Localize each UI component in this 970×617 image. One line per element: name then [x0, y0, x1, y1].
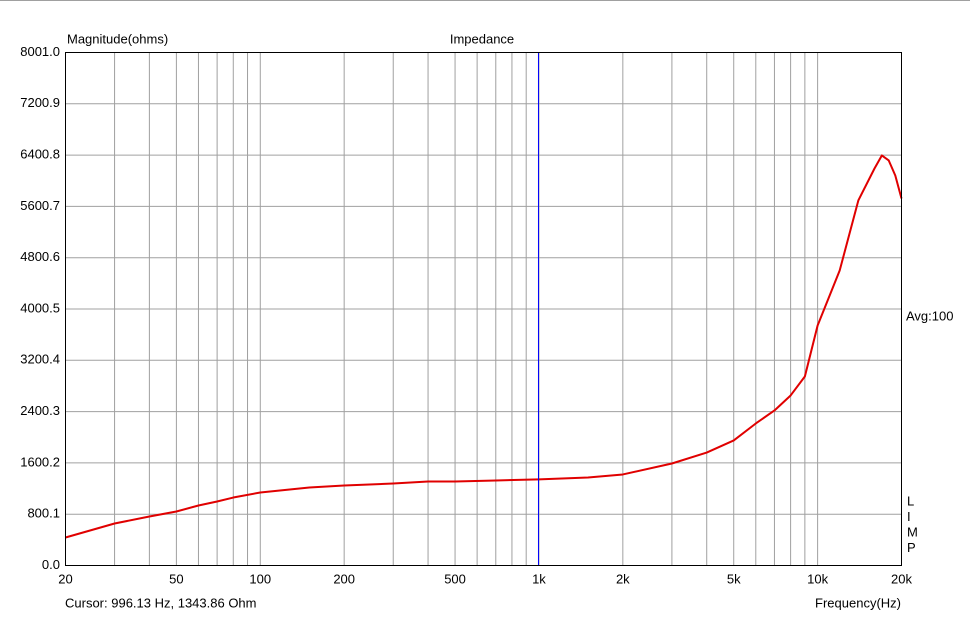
plot: [65, 52, 903, 566]
x-tick-label: 50: [169, 571, 183, 586]
y-tick-label: 7200.9: [20, 95, 60, 110]
x-tick-label: 20: [58, 571, 72, 586]
side-letter: M: [907, 524, 918, 539]
y-tick-label: 2400.3: [20, 403, 60, 418]
y-axis-label: Magnitude(ohms): [67, 31, 168, 46]
y-tick-label: 1600.2: [20, 454, 60, 469]
y-tick-label: 5600.7: [20, 198, 60, 213]
x-tick-label: 200: [333, 571, 355, 586]
y-tick-label: 800.1: [27, 506, 60, 521]
side-letter: I: [907, 509, 911, 524]
x-axis-label: Frequency(Hz): [815, 595, 901, 610]
cursor-readout: Cursor: 996.13 Hz, 1343.86 Ohm: [65, 595, 257, 610]
y-tick-label: 0.0: [42, 557, 60, 572]
y-tick-label: 4000.5: [20, 300, 60, 315]
x-tick-label: 5k: [727, 571, 741, 586]
side-letter: P: [907, 540, 916, 555]
x-tick-label: 1k: [532, 571, 546, 586]
side-letter: L: [907, 493, 914, 508]
y-tick-label: 4800.6: [20, 249, 60, 264]
x-tick-label: 2k: [616, 571, 630, 586]
x-tick-label: 10k: [807, 571, 828, 586]
impedance-curve: [65, 154, 903, 539]
x-tick-label: 100: [249, 571, 271, 586]
x-tick-label: 500: [444, 571, 466, 586]
y-tick-label: 8001.0: [20, 44, 60, 59]
average-label: Avg:100: [906, 308, 953, 323]
y-tick-label: 3200.4: [20, 352, 60, 367]
chart-title: Impedance: [450, 31, 514, 46]
y-tick-label: 6400.8: [20, 147, 60, 162]
x-tick-label: 20k: [891, 571, 912, 586]
grid: [65, 52, 902, 566]
plot-frame: [65, 52, 902, 566]
